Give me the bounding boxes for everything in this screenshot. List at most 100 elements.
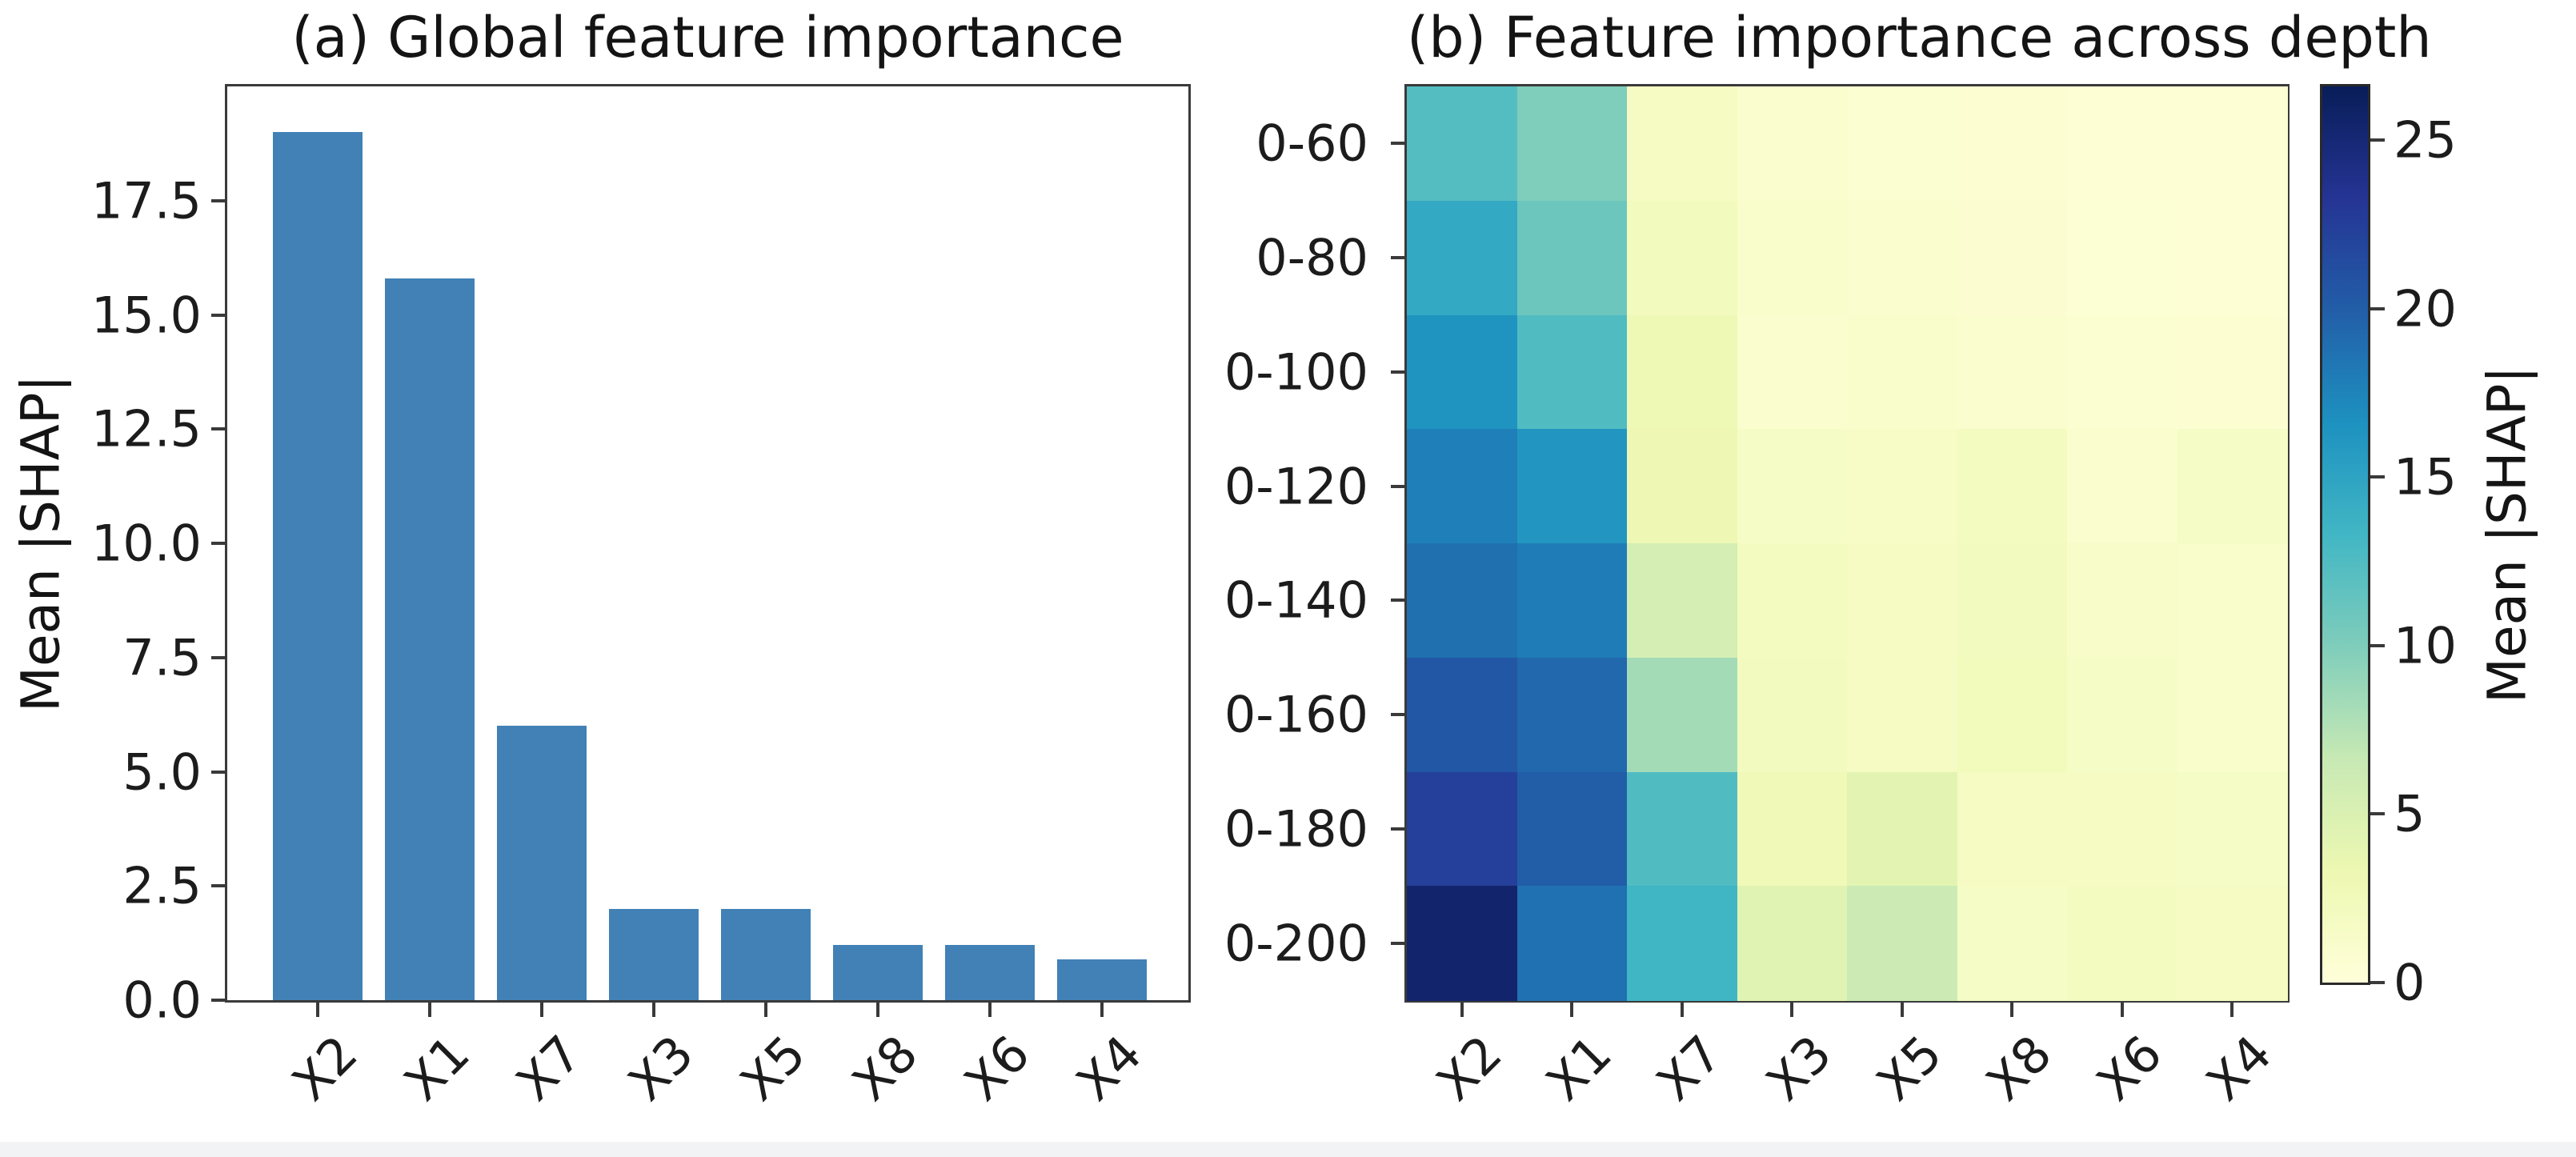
heatmap-cell bbox=[2067, 657, 2178, 773]
heatmap-cell bbox=[1957, 429, 2068, 544]
heat-row-label: 0-160 bbox=[1224, 685, 1368, 744]
colorbar-tick-mark bbox=[2370, 981, 2385, 984]
heatmap-cell bbox=[2177, 200, 2288, 316]
x-tick-label: X5 bbox=[729, 1024, 817, 1112]
heatmap-cell bbox=[1957, 886, 2068, 1001]
bar bbox=[609, 908, 699, 1000]
heatmap-cell bbox=[1627, 200, 1738, 316]
x-tick-mark bbox=[1100, 1003, 1104, 1017]
heat-col-label: X5 bbox=[1865, 1024, 1953, 1112]
y-tick-label: 7.5 bbox=[122, 628, 202, 687]
colorbar-tick-mark bbox=[2370, 138, 2385, 142]
heatmap-cell bbox=[2067, 886, 2178, 1001]
heat-row-label: 0-200 bbox=[1224, 914, 1368, 973]
heatmap-cell bbox=[1847, 429, 1958, 544]
panel-a-title: (a) Global feature importance bbox=[291, 5, 1124, 70]
heatmap-cell bbox=[1516, 86, 1628, 202]
heat-row-tick-mark bbox=[1391, 256, 1405, 260]
heat-col-tick-mark bbox=[2010, 1003, 2014, 1017]
heatmap-cell bbox=[2177, 657, 2288, 773]
heat-col-label: X2 bbox=[1424, 1024, 1513, 1112]
heatmap-cell bbox=[1516, 429, 1628, 544]
heatmap-cell bbox=[2067, 543, 2178, 659]
x-tick-label: X3 bbox=[617, 1024, 705, 1112]
bar bbox=[833, 945, 923, 1000]
heatmap-cell bbox=[1627, 771, 1738, 887]
heatmap-cell bbox=[2067, 771, 2178, 887]
x-tick-label: X8 bbox=[841, 1024, 929, 1112]
heat-col-tick-mark bbox=[2120, 1003, 2124, 1017]
heat-col-tick-mark bbox=[1790, 1003, 1794, 1017]
colorbar-tick-label: 15 bbox=[2394, 447, 2457, 506]
colorbar-tick-label: 0 bbox=[2394, 953, 2426, 1012]
x-tick-label: X2 bbox=[281, 1024, 369, 1112]
heatmap-cell bbox=[1737, 771, 1848, 887]
heat-row-label: 0-140 bbox=[1224, 570, 1368, 630]
heat-col-tick-mark bbox=[1460, 1003, 1464, 1017]
x-tick-label: X4 bbox=[1065, 1024, 1153, 1112]
x-tick-mark bbox=[540, 1003, 543, 1017]
colorbar-tick-label: 5 bbox=[2394, 784, 2426, 843]
heatmap-cell bbox=[1847, 771, 1958, 887]
heatmap-cell bbox=[2177, 314, 2288, 430]
heatmap-cell bbox=[1737, 543, 1848, 659]
bar bbox=[721, 908, 811, 1000]
heatmap-cell bbox=[1957, 771, 2068, 887]
heat-row-tick-mark bbox=[1391, 941, 1405, 945]
x-tick-mark bbox=[428, 1003, 431, 1017]
heatmap-cell bbox=[2177, 886, 2288, 1001]
panel-a-axes bbox=[225, 84, 1191, 1003]
heat-row-tick-mark bbox=[1391, 142, 1405, 146]
heat-row-label: 0-60 bbox=[1256, 114, 1368, 173]
x-tick-mark bbox=[652, 1003, 655, 1017]
heatmap-cell bbox=[1847, 86, 1958, 202]
y-tick-label: 0.0 bbox=[122, 971, 202, 1030]
y-tick-mark bbox=[211, 313, 226, 317]
heatmap-cell bbox=[1957, 543, 2068, 659]
y-tick-mark bbox=[211, 655, 226, 659]
heatmap-cell bbox=[1957, 86, 2068, 202]
bar bbox=[273, 132, 363, 1000]
heat-col-label: X3 bbox=[1755, 1024, 1843, 1112]
bar bbox=[945, 945, 1035, 1000]
heatmap-cell bbox=[1627, 543, 1738, 659]
heatmap-cell bbox=[1847, 314, 1958, 430]
heatmap-cell bbox=[2067, 86, 2178, 202]
heatmap-cell bbox=[1627, 86, 1738, 202]
colorbar-tick-label: 20 bbox=[2394, 279, 2457, 338]
heatmap-cell bbox=[1516, 657, 1628, 773]
heat-col-label: X7 bbox=[1645, 1024, 1733, 1112]
heat-row-label: 0-100 bbox=[1224, 342, 1368, 402]
y-tick-mark bbox=[211, 427, 226, 431]
heat-col-label: X8 bbox=[1975, 1024, 2063, 1112]
colorbar-tick-mark bbox=[2370, 643, 2385, 647]
heatmap-cell bbox=[1957, 314, 2068, 430]
heatmap-cell bbox=[2177, 771, 2288, 887]
heatmap-cell bbox=[1516, 200, 1628, 316]
heatmap-cell bbox=[1957, 657, 2068, 773]
heatmap-cell bbox=[2067, 200, 2178, 316]
y-tick-label: 10.0 bbox=[90, 514, 202, 573]
colorbar-tick-mark bbox=[2370, 306, 2385, 310]
y-tick-label: 17.5 bbox=[90, 171, 202, 230]
heatmap-cell bbox=[2067, 314, 2178, 430]
heatmap-cell bbox=[1737, 429, 1848, 544]
heat-col-tick-mark bbox=[1680, 1003, 1684, 1017]
heat-col-tick-mark bbox=[1570, 1003, 1574, 1017]
colorbar-tick-label: 25 bbox=[2394, 110, 2457, 170]
heatmap-cell bbox=[1407, 314, 1518, 430]
heatmap-cell bbox=[1847, 886, 1958, 1001]
heat-col-tick-mark bbox=[2230, 1003, 2234, 1017]
heatmap-cell bbox=[1407, 771, 1518, 887]
heatmap-cell bbox=[1407, 886, 1518, 1001]
x-tick-mark bbox=[316, 1003, 319, 1017]
heat-row-tick-mark bbox=[1391, 713, 1405, 717]
colorbar bbox=[2320, 84, 2370, 985]
colorbar-tick-label: 10 bbox=[2394, 616, 2457, 675]
heatmap-cell bbox=[1737, 86, 1848, 202]
y-tick-mark bbox=[211, 770, 226, 774]
heatmap-cell bbox=[1737, 200, 1848, 316]
heatmap-cell bbox=[1516, 771, 1628, 887]
heatmap-cell bbox=[1957, 200, 2068, 316]
